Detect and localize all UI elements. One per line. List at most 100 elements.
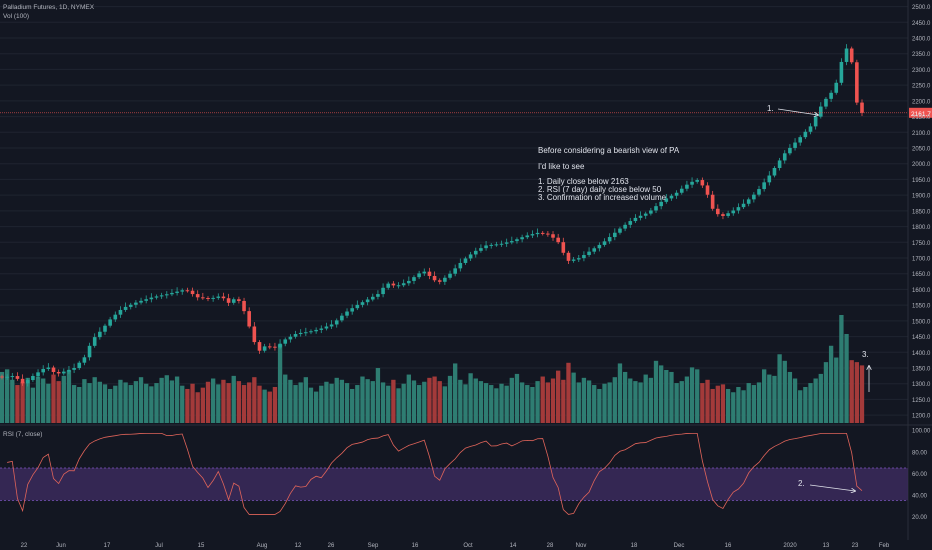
candle-body [206, 297, 210, 299]
candle-body [180, 290, 185, 292]
candle-body [628, 221, 633, 225]
candle-body [643, 213, 648, 216]
volume-bar [144, 383, 149, 423]
candle-body [190, 290, 195, 295]
candle-body [360, 302, 365, 305]
candle-body [607, 237, 612, 242]
volume-bar [458, 379, 463, 423]
candle-body [283, 339, 288, 344]
volume-bar [720, 384, 726, 423]
rsi-tick-label: 20.00 [912, 515, 928, 521]
x-tick-label: 14 [510, 543, 517, 549]
volume-bar [499, 383, 504, 423]
candle-body [407, 280, 411, 284]
price-tick-label: 1500.0 [912, 319, 931, 325]
candle-body [293, 334, 298, 337]
volume-bar [628, 378, 633, 423]
candle-body [484, 245, 488, 249]
candle-body [803, 131, 808, 138]
candle-body [752, 194, 756, 200]
volume-bar [375, 368, 381, 423]
candle-body [25, 380, 30, 384]
candle-body [5, 376, 9, 378]
volume-bar [236, 381, 242, 423]
volume-bar [453, 363, 458, 423]
volume-bar [272, 387, 278, 423]
candle-body [839, 61, 844, 83]
volume-bar [530, 387, 535, 423]
volume-bar [180, 385, 185, 423]
x-tick-label: Dec [674, 543, 685, 549]
volume-bar [839, 315, 844, 423]
candle-body [757, 189, 761, 195]
volume-bar [695, 369, 700, 423]
candle-body [149, 297, 154, 300]
volume-bar [344, 383, 350, 423]
candle-body [20, 378, 25, 384]
note-item-3: 3. Confirmation of increased volume [538, 193, 667, 202]
volume-bar [288, 379, 293, 423]
volume-bar [92, 377, 97, 423]
volume-bar [25, 377, 30, 423]
candle-body [41, 368, 45, 373]
candle-body [515, 239, 519, 242]
volume-bar [35, 376, 41, 423]
candle-body [613, 232, 617, 238]
price-tick-label: 1850.0 [912, 209, 931, 215]
volume-bar [30, 387, 36, 423]
volume-bar [849, 360, 854, 423]
volume-bar [664, 369, 669, 423]
candle-body [571, 259, 576, 261]
marker-3-label: 3. [862, 350, 869, 359]
x-tick-label: 22 [21, 543, 28, 549]
candle-body [710, 194, 715, 209]
volume-bar [396, 388, 401, 423]
x-tick-label: 12 [295, 543, 302, 549]
candle-body [15, 376, 20, 379]
candle-body [453, 268, 457, 274]
candle-body [700, 180, 705, 186]
volume-bar [87, 383, 92, 423]
candle-body [170, 292, 174, 295]
candle-body [782, 153, 787, 161]
candle-body [257, 342, 262, 351]
volume-bar [798, 390, 803, 423]
volume-bar [169, 380, 175, 423]
candle-body [370, 296, 375, 300]
volume-bar [535, 381, 540, 423]
volume-bar [576, 382, 581, 423]
candle-body [139, 300, 143, 303]
candle-body [67, 369, 71, 372]
volume-bar [803, 387, 808, 423]
volume-bar [427, 377, 432, 423]
volume-bar [751, 385, 757, 423]
volume-bar [571, 372, 576, 423]
volume-bar [226, 383, 231, 423]
x-tick-label: Sep [368, 543, 379, 549]
candle-body [793, 142, 797, 148]
volume-bar [221, 379, 226, 423]
candle-body [175, 291, 179, 293]
volume-bar [149, 386, 154, 423]
volume-bar [406, 374, 411, 423]
rsi-tick-label: 60.00 [912, 472, 928, 478]
volume-bar [66, 370, 72, 423]
candle-body [0, 376, 4, 378]
candle-body [82, 357, 87, 363]
volume-bar [350, 388, 355, 423]
volume-bar [138, 377, 144, 423]
candle-body [432, 275, 437, 281]
candle-body [824, 98, 828, 107]
candle-body [273, 346, 277, 348]
volume-bar [767, 374, 772, 423]
volume-bar [592, 385, 597, 423]
candle-body [602, 241, 607, 245]
volume-bar [586, 380, 592, 423]
volume-bar [725, 388, 731, 423]
price-tick-label: 2450.0 [912, 21, 931, 27]
volume-bar [772, 375, 777, 423]
candle-body [576, 258, 581, 260]
volume-bar [107, 388, 113, 423]
volume-bar [128, 385, 133, 423]
